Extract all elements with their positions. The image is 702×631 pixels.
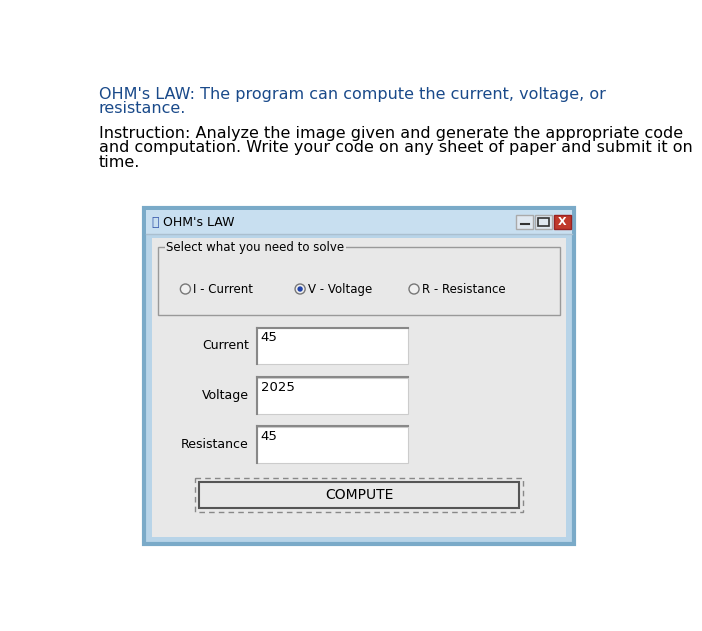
Text: 45: 45 [260, 331, 277, 345]
Text: ⎙: ⎙ [152, 216, 159, 228]
Bar [146, 211, 572, 233]
Text: V - Voltage: V - Voltage [308, 283, 372, 295]
Text: resistance.: resistance. [98, 101, 186, 116]
Text: I - Current: I - Current [193, 283, 253, 295]
Text: Voltage: Voltage [202, 389, 249, 402]
Circle shape [295, 284, 305, 294]
Bar [517, 215, 534, 229]
Circle shape [409, 284, 419, 294]
Bar [194, 478, 523, 512]
Text: time.: time. [98, 155, 140, 170]
Bar [535, 215, 552, 229]
Text: and computation. Write your code on any sheet of paper and submit it on: and computation. Write your code on any … [98, 141, 692, 155]
Bar [258, 377, 408, 414]
Text: Select what you need to solve: Select what you need to solve [166, 241, 344, 254]
Bar [152, 238, 566, 537]
Text: Current: Current [202, 339, 249, 353]
Bar [199, 481, 519, 508]
Text: Resistance: Resistance [181, 438, 249, 451]
Text: COMPUTE: COMPUTE [325, 488, 393, 502]
Bar [258, 328, 408, 365]
Text: 2025: 2025 [260, 380, 294, 394]
Bar [158, 247, 559, 316]
Bar [258, 427, 408, 463]
Text: OHM's LAW: OHM's LAW [163, 216, 234, 228]
Bar [143, 208, 574, 544]
Text: Instruction: Analyze the image given and generate the appropriate code: Instruction: Analyze the image given and… [98, 126, 683, 141]
Bar [538, 218, 549, 226]
Circle shape [298, 286, 303, 292]
Text: OHM's LAW: The program can compute the current, voltage, or: OHM's LAW: The program can compute the c… [98, 86, 605, 102]
Bar [553, 215, 571, 229]
Circle shape [180, 284, 190, 294]
Text: X: X [557, 217, 567, 227]
Text: 45: 45 [260, 430, 277, 443]
Text: R - Resistance: R - Resistance [422, 283, 505, 295]
